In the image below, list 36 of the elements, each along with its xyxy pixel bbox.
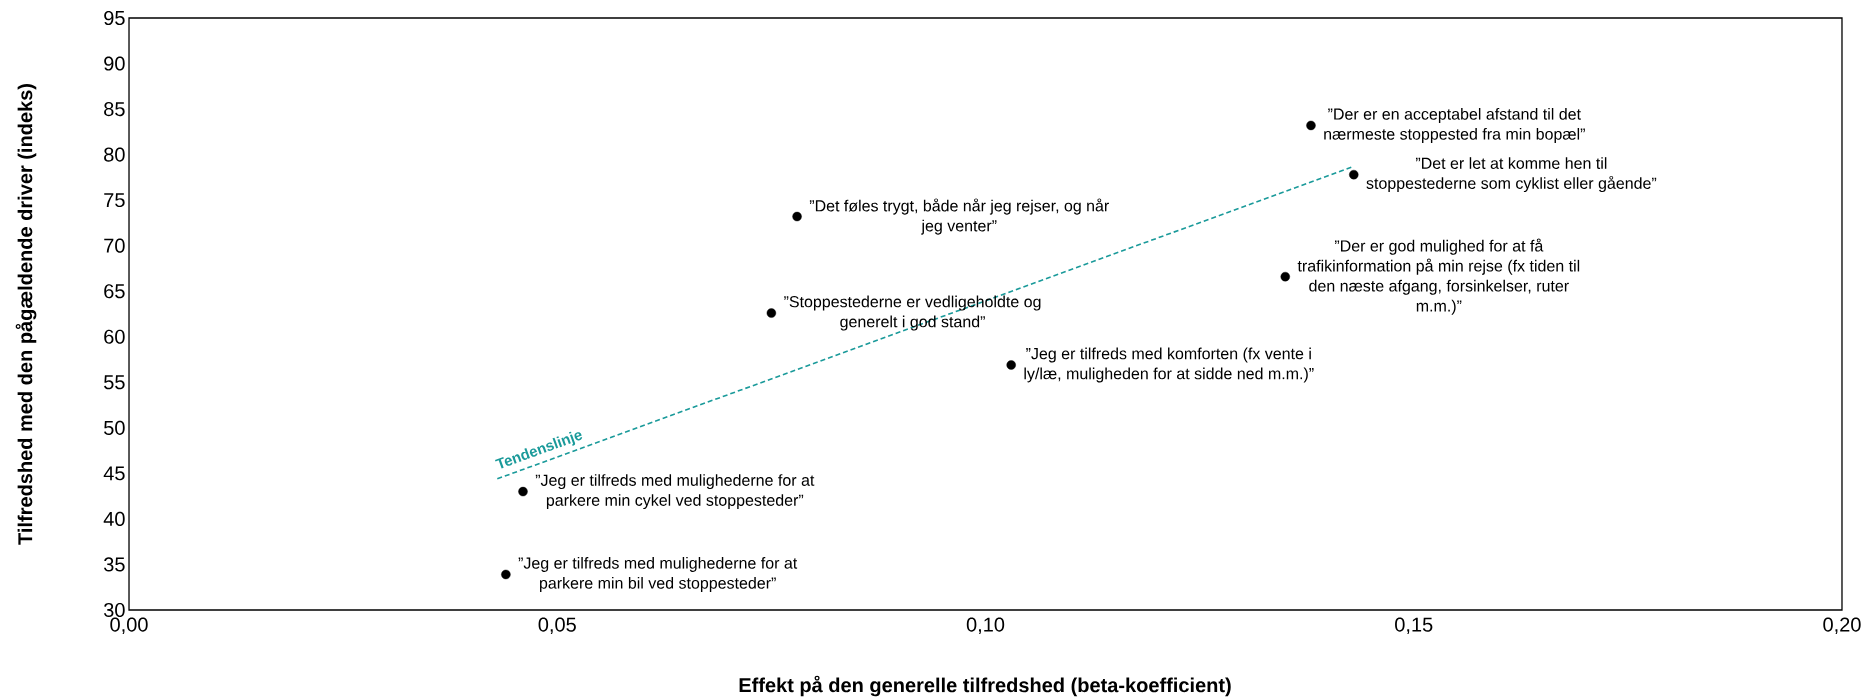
y-tick-label: 80 (104, 147, 125, 162)
point (501, 569, 511, 580)
point (518, 486, 528, 497)
annotation: ”Det føles trygt, både når jeg rejser, og når jeg venter” (809, 198, 1109, 235)
annotation: ”Jeg er tilfreds med mulighederne for at parkere min bil ved stoppesteder” (518, 557, 798, 592)
y-tick-label: 70 (104, 238, 125, 253)
y-tick-label: 90 (104, 56, 125, 71)
y-tick-label: 40 (103, 511, 125, 526)
point (1280, 271, 1290, 282)
y-tick-label: 30 (104, 602, 125, 618)
x-tick-label: 0,15 (1395, 617, 1433, 635)
y-tick-label: 75 (104, 193, 125, 208)
annotation: ”Jeg er tilfreds med komforten (fx vente i ly/læ, muligheden for at sidde ned m.m.)” (1024, 347, 1314, 383)
y-tick-label: 65 (104, 284, 125, 299)
x-tick-label: 0,10 (966, 617, 1005, 635)
y-tick-label: 55 (104, 375, 125, 390)
point (1006, 360, 1016, 370)
x-axis-title: Effekt på den generelle tilfredshed (beta-koefficient) (739, 675, 1231, 697)
point (766, 308, 777, 318)
y-tick-label: 45 (103, 466, 125, 481)
x-tick-label: 0,00 (110, 617, 148, 635)
x-tick-label: 0,05 (538, 617, 576, 635)
y-tick-label: 85 (104, 101, 125, 117)
point (1349, 169, 1359, 180)
annotation: ”Jeg er tilfreds med mulighederne for at parkere min cykel ved stoppesteder” (535, 474, 815, 510)
y-tick-label: 60 (104, 329, 125, 344)
y-tick-label: 95 (104, 10, 125, 26)
y-tick-label: 35 (104, 557, 125, 572)
point (1306, 120, 1316, 131)
x-tick-label: 0,20 (1823, 617, 1861, 635)
annotation: ”Der er god mulighed for at få trafikinformation på min rejse (fx tiden til den næste afgang, forsinkelser, ruter m.m.)” (1297, 238, 1580, 315)
y-axis-title: Tilfredshed med den pågældende driver (indeks) (15, 84, 37, 545)
y-tick-label: 50 (104, 420, 125, 435)
annotation: ”Det er let at komme hen til stoppestederne som cyklist eller gående” (1366, 157, 1657, 193)
annotation: ”Der er en acceptabel afstand til det nærmeste stoppested fra min bopæl” (1324, 108, 1585, 143)
point (792, 211, 802, 222)
